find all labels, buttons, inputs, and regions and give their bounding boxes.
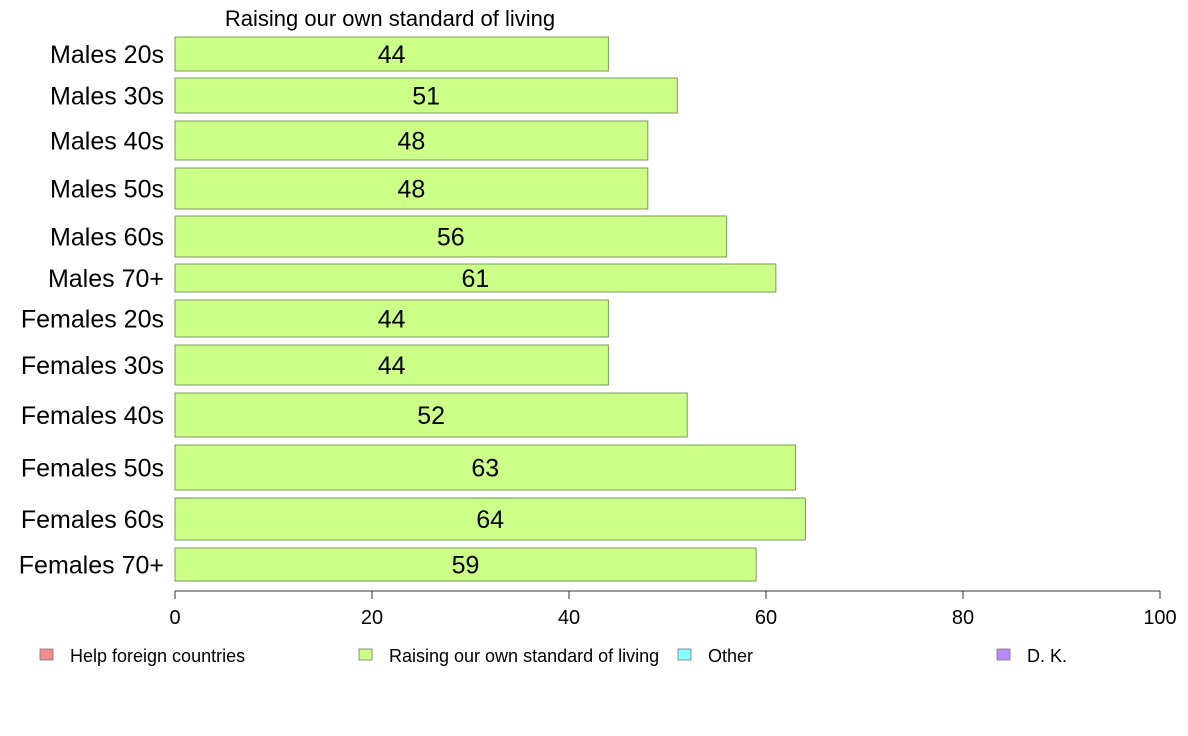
category-label: Males 50s — [50, 176, 164, 204]
bar — [174, 392, 688, 438]
category-label: Males 20s — [50, 41, 164, 69]
x-tick-label: 0 — [169, 607, 180, 629]
legend-label: Raising our own standard of living — [389, 646, 659, 666]
category-label: Males 60s — [50, 224, 164, 252]
bar — [174, 344, 609, 386]
bar-value-label: 64 — [476, 506, 504, 534]
bar-value-label: 44 — [378, 352, 406, 380]
bar-value-label: 48 — [397, 176, 425, 204]
bar-value-label: 51 — [412, 83, 440, 111]
category-label: Males 70+ — [48, 265, 164, 293]
bar-value-label: 44 — [378, 41, 406, 69]
legend-label: Other — [708, 646, 753, 666]
bar-value-label: 61 — [462, 265, 490, 293]
bar — [174, 299, 609, 338]
bar-value-label: 44 — [378, 306, 406, 334]
category-label: Males 40s — [50, 128, 164, 156]
legend-label: Help foreign countries — [70, 646, 245, 666]
x-tick-label: 60 — [755, 607, 777, 629]
bar — [174, 547, 757, 582]
category-label: Females 30s — [21, 352, 164, 380]
bar-value-label: 52 — [417, 402, 445, 430]
legend-swatch — [358, 648, 373, 661]
bar — [174, 77, 678, 114]
x-axis: 0 20 40 60 80 100 — [169, 590, 1177, 629]
category-label: Females 40s — [21, 402, 164, 430]
bar-value-label: 48 — [397, 128, 425, 156]
bar — [174, 497, 806, 541]
bar — [174, 444, 797, 491]
chart-title: Raising our own standard of living — [225, 6, 555, 31]
category-label: Females 20s — [21, 306, 164, 334]
legend: Help foreign countries Raising our own st… — [39, 646, 1067, 666]
category-label: Males 30s — [50, 83, 164, 111]
category-label: Females 70+ — [19, 552, 164, 580]
x-tick-label: 40 — [558, 607, 580, 629]
legend-swatch — [39, 648, 54, 661]
bar — [174, 36, 609, 72]
category-labels: Males 20s Males 30s Males 40s Males 50s Male… — [19, 41, 164, 580]
category-label: Females 60s — [21, 506, 164, 534]
legend-swatch — [996, 648, 1011, 661]
bar — [174, 120, 649, 161]
legend-label: D. K. — [1027, 646, 1067, 666]
x-tick-label: 100 — [1143, 607, 1176, 629]
bar-value-label: 59 — [452, 552, 480, 580]
bar-value-label: 56 — [437, 224, 465, 252]
legend-swatch — [677, 648, 692, 661]
x-tick-label: 20 — [361, 607, 383, 629]
bar-value-label: 63 — [471, 455, 499, 483]
bar — [174, 263, 777, 293]
x-tick-label: 80 — [952, 607, 974, 629]
bars-group — [174, 36, 806, 582]
bar — [174, 215, 728, 258]
bar — [174, 167, 649, 210]
category-label: Females 50s — [21, 455, 164, 483]
